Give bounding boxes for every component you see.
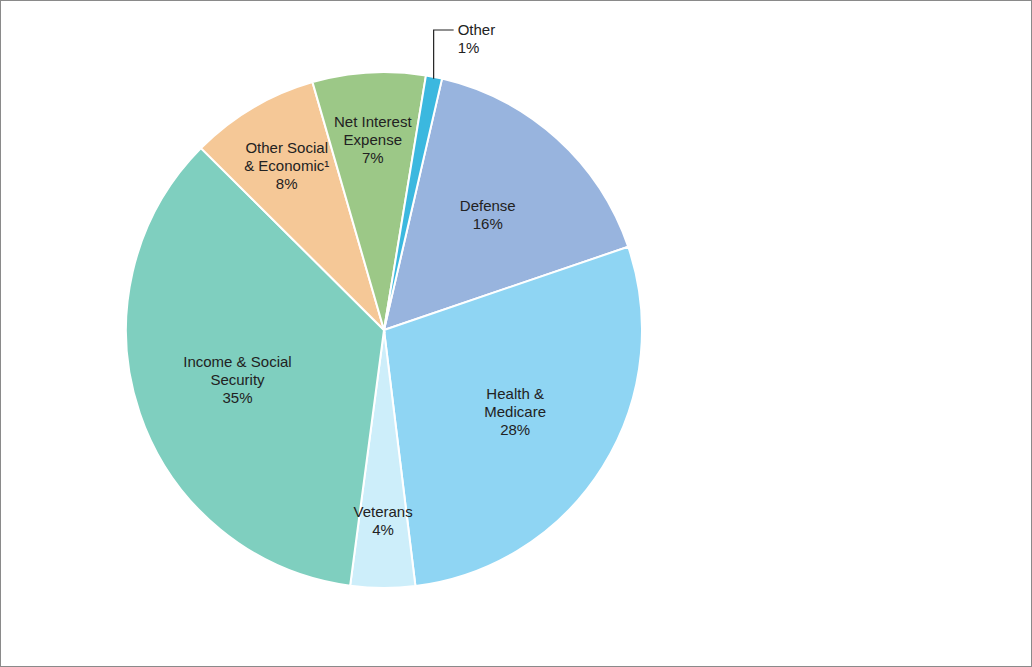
slice-label-line: & Economic¹ bbox=[244, 157, 329, 174]
slice-label: Income & SocialSecurity bbox=[183, 353, 291, 388]
value-label: 4% bbox=[372, 521, 394, 538]
value-label: 8% bbox=[276, 175, 298, 192]
slice-label-line: Other Social bbox=[245, 139, 328, 156]
slice-label-line: Income & Social bbox=[183, 353, 291, 370]
value-label: 35% bbox=[222, 389, 252, 406]
value-label: 16% bbox=[473, 215, 503, 232]
slice-label: Other Social& Economic¹ bbox=[244, 139, 329, 174]
slice-label: Defense bbox=[460, 197, 516, 214]
value-label: 7% bbox=[362, 149, 384, 166]
slice bbox=[384, 247, 642, 586]
slice-label-line: Expense bbox=[344, 131, 402, 148]
labels: Defense16% Health &Medicare28% Veterans4% I… bbox=[183, 21, 546, 538]
slice-label: Veterans bbox=[353, 503, 412, 520]
value-label: 1% bbox=[458, 39, 480, 56]
slice-label-line: Defense bbox=[460, 197, 516, 214]
slice-label: Health &Medicare bbox=[484, 385, 546, 420]
slice-label-line: Medicare bbox=[484, 403, 546, 420]
chart: Defense16% Health &Medicare28% Veterans4% I… bbox=[0, 0, 1032, 667]
leader-line bbox=[434, 30, 454, 79]
slice-label-line: Security bbox=[210, 371, 265, 388]
slice-label: Net InterestExpense bbox=[334, 113, 412, 148]
slice-label-line: Health & bbox=[486, 385, 544, 402]
slice-label-line: Veterans bbox=[353, 503, 412, 520]
slices bbox=[126, 72, 642, 588]
frame bbox=[1, 1, 1032, 667]
value-label: 28% bbox=[500, 421, 530, 438]
slice-label: Other bbox=[458, 21, 496, 38]
slice-label-line: Net Interest bbox=[334, 113, 412, 130]
